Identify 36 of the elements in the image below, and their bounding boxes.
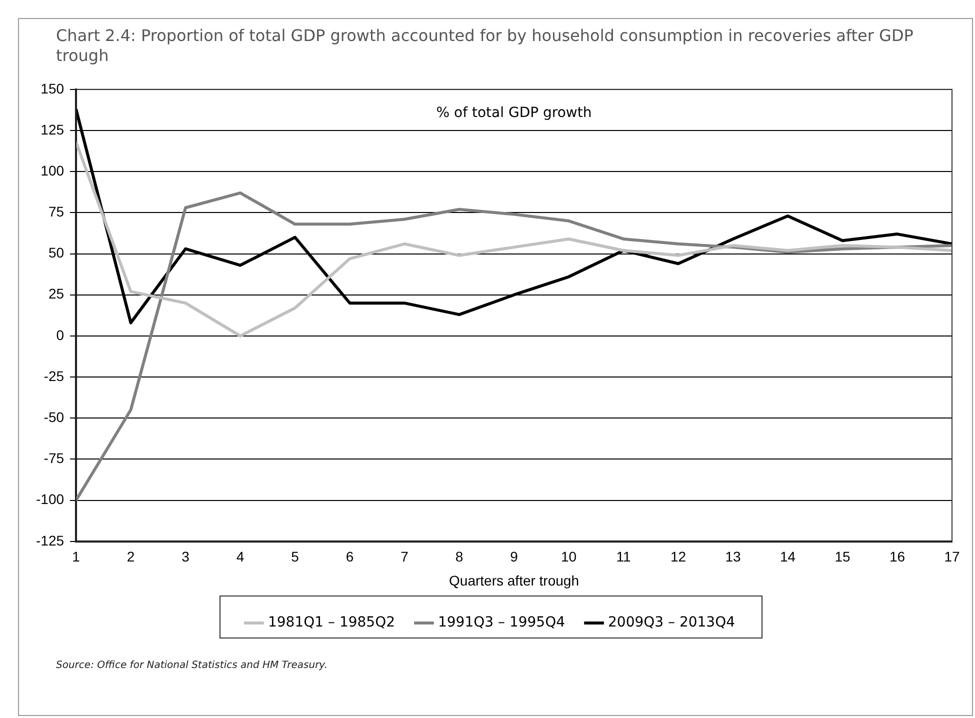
y-tick-label: -125 xyxy=(36,532,64,548)
x-tick-label: 8 xyxy=(455,548,464,565)
y-tick-label: 100 xyxy=(40,162,64,178)
x-tick-label: 2 xyxy=(126,548,135,565)
x-tick-label: 11 xyxy=(616,548,631,565)
y-tick-label: 25 xyxy=(48,286,64,302)
annotation: % of total GDP growth xyxy=(436,105,592,122)
chart-title: Chart 2.4: Proportion of total GDP growth accounted for by household consumption in recoveries after GDP trough xyxy=(56,26,914,66)
legend-label: 1991Q3 – 1995Q4 xyxy=(438,614,566,631)
y-tick-label: 125 xyxy=(40,121,64,138)
x-tick-label: 9 xyxy=(510,548,518,565)
x-tick-label: 16 xyxy=(889,548,906,565)
x-tick-label: 17 xyxy=(944,548,960,565)
x-tick-label: 1 xyxy=(72,548,80,565)
y-tick-label: 0 xyxy=(56,326,64,343)
y-tick-label: 50 xyxy=(48,244,64,261)
legend-label: 2009Q3 – 2013Q4 xyxy=(608,614,736,631)
x-tick-label: 15 xyxy=(834,548,850,565)
y-tick-label: 75 xyxy=(48,204,64,220)
y-tick-label: -100 xyxy=(36,491,64,508)
x-tick-label: 13 xyxy=(725,548,741,565)
y-tick-label: 150 xyxy=(40,80,64,96)
y-tick-label: -50 xyxy=(44,408,64,425)
x-tick-label: 3 xyxy=(182,548,190,565)
legend-label: 1981Q1 – 1985Q2 xyxy=(268,614,395,631)
x-tick-label: 4 xyxy=(236,548,244,565)
x-tick-label: 12 xyxy=(670,548,686,565)
source-note: Source: Office for National Statistics and HM Treasury. xyxy=(56,660,328,671)
x-tick-label: 5 xyxy=(291,548,300,565)
x-tick-label: 6 xyxy=(346,548,354,565)
x-tick-label: 14 xyxy=(780,548,796,565)
x-axis-title: Quarters after trough xyxy=(449,572,579,588)
x-tick-label: 10 xyxy=(560,548,577,565)
y-tick-label: -75 xyxy=(44,450,64,466)
x-tick-label: 7 xyxy=(400,548,409,565)
y-tick-label: -25 xyxy=(44,368,64,384)
